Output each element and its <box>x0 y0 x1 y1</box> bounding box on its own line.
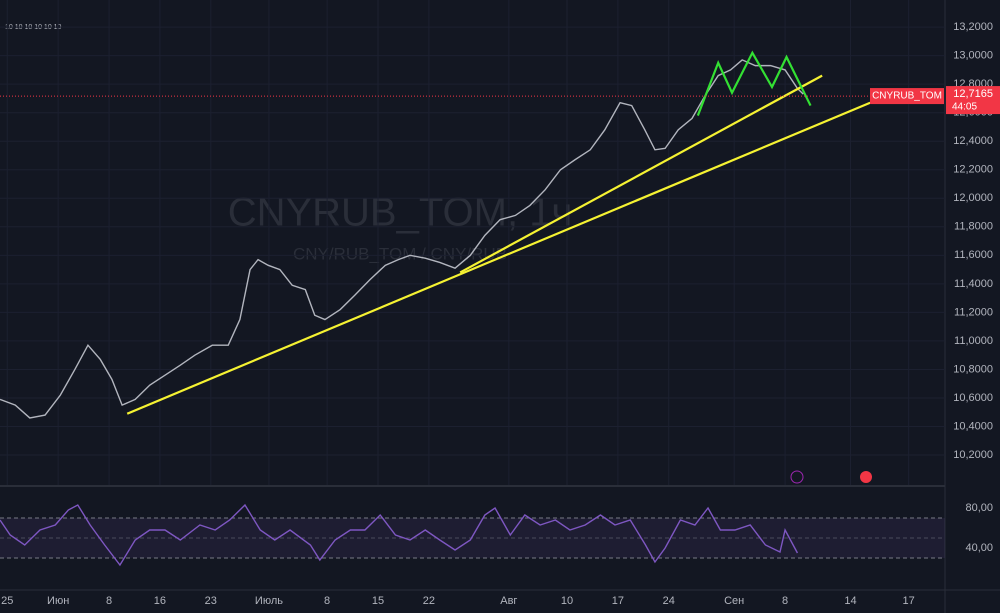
symbol-tag-bg <box>870 88 944 105</box>
x-tick-label: 23 <box>205 595 217 607</box>
y-tick-label: 11,2000 <box>954 306 993 318</box>
event-icon[interactable] <box>860 471 872 483</box>
y-tick-label: 11,6000 <box>954 249 993 261</box>
drawing <box>459 74 823 274</box>
y-tick-label: 10,6000 <box>953 392 993 404</box>
x-tick-label: 8 <box>106 595 112 607</box>
x-tick-label: 10 <box>561 595 573 607</box>
y-tick-label: 12,0000 <box>953 192 993 204</box>
x-tick-label: 8 <box>782 595 788 607</box>
x-tick-label: 24 <box>663 595 675 607</box>
x-tick-label: Авг <box>500 595 517 607</box>
price-tag-bg <box>946 86 1000 115</box>
y-tick-label: 11,8000 <box>954 221 993 233</box>
series-line <box>0 59 804 419</box>
y-tick-label: 80,00 <box>965 502 993 514</box>
symbol-tag: CNYRUB_TOM <box>872 91 942 102</box>
y-tick-label: 10,4000 <box>953 420 993 432</box>
countdown: 44:05 <box>952 102 977 113</box>
x-tick-label: 17 <box>612 595 624 607</box>
y-tick-label: 11,4000 <box>954 278 993 290</box>
y-tick-label: 12,4000 <box>953 135 993 147</box>
x-tick-label: Июль <box>255 595 283 607</box>
y-tick-label: 10,2000 <box>953 449 993 461</box>
x-tick-label: 17 <box>903 595 915 607</box>
x-tick-label: Июн <box>47 595 69 607</box>
y-tick-label: 13,0000 <box>953 50 993 62</box>
watermark-subtitle: CNY/RUB_TOM / CNY/RUB <box>293 244 507 263</box>
event-icon[interactable] <box>790 470 804 484</box>
x-tick-label: 15 <box>372 595 384 607</box>
x-tick-label: 22 <box>423 595 435 607</box>
series-line <box>0 503 799 567</box>
x-tick-label: 14 <box>844 595 856 607</box>
y-tick-label: 12,2000 <box>953 164 993 176</box>
drawing <box>126 101 871 415</box>
x-tick-label: 16 <box>154 595 166 607</box>
y-tick-label: 10,8000 <box>953 363 993 375</box>
y-tick-label: 11,0000 <box>954 335 993 347</box>
drawing <box>696 50 812 116</box>
y-tick-label: 40,00 <box>965 542 993 554</box>
x-tick-label: Сен <box>724 595 744 607</box>
last-price-label: 12,7165 <box>953 88 993 100</box>
x-tick-label: 25 <box>1 595 13 607</box>
y-tick-label: 13,2000 <box>953 21 993 33</box>
x-tick-label: 8 <box>324 595 330 607</box>
